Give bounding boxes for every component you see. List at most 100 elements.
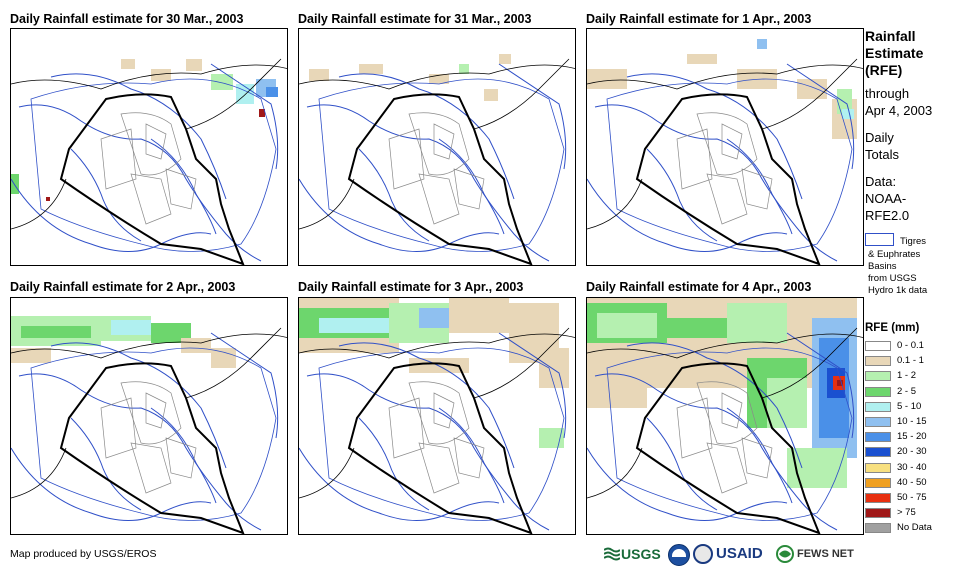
rainfall-area	[667, 318, 727, 338]
rainfall-area	[842, 109, 854, 119]
river-line	[786, 332, 855, 439]
through-text: through	[865, 86, 910, 101]
river-line	[498, 332, 567, 439]
fews-globe-icon	[776, 545, 794, 563]
usgs-logo: USGS	[604, 543, 662, 565]
map-credit: Map produced by USGS/EROS	[10, 548, 157, 560]
province-boundary	[408, 381, 470, 445]
basin-label-4: from USGS	[868, 273, 917, 284]
neighbor-border	[185, 327, 282, 399]
panel-title-3: Daily Rainfall estimate for 1 Apr., 2003	[586, 12, 812, 26]
river-line	[50, 342, 227, 469]
river-line	[299, 178, 500, 252]
country-border	[635, 93, 821, 265]
country-border	[635, 362, 821, 534]
province-boundary	[388, 397, 425, 459]
rainfall-area	[151, 69, 171, 81]
river-line	[594, 373, 838, 531]
rainfall-area	[429, 74, 449, 84]
rainfall-area	[211, 348, 236, 368]
river-line	[438, 407, 505, 504]
river-line	[210, 63, 279, 170]
legend-label: > 75	[897, 507, 916, 519]
map-graphic	[587, 39, 863, 265]
usgs-wordmark: USGS	[621, 546, 661, 562]
province-boundary	[721, 392, 743, 429]
daily-text: Daily	[865, 130, 894, 145]
legend-label: 10 - 15	[897, 416, 927, 427]
neighbor-border	[587, 447, 643, 499]
province-boundary	[433, 392, 455, 429]
legend-swatch	[865, 523, 891, 534]
legend-swatch	[865, 356, 891, 367]
basin-outline	[606, 347, 853, 521]
country-border	[59, 362, 245, 534]
rainfall-area	[259, 109, 265, 117]
province-boundary	[696, 112, 758, 176]
river-line	[786, 63, 855, 170]
river-line	[306, 373, 550, 531]
rainfall-area	[449, 298, 509, 333]
legend-label: 2 - 5	[897, 385, 917, 397]
province-boundary	[130, 442, 172, 494]
province-boundary	[741, 437, 773, 479]
province-boundary	[453, 168, 485, 210]
rainfall-area	[499, 54, 511, 64]
map-panel-4	[10, 297, 288, 535]
rainfall-area	[757, 39, 767, 49]
panel-title-2: Daily Rainfall estimate for 31 Mar., 200…	[298, 12, 532, 26]
rainfall-area	[266, 87, 278, 97]
map-graphic	[587, 298, 863, 534]
river-line	[646, 417, 718, 511]
legend-title-block: Rainfall Estimate (RFE)	[865, 28, 923, 79]
neighbor-border	[185, 58, 282, 130]
province-boundary	[433, 123, 455, 160]
river-line	[18, 373, 262, 531]
neighbor-border	[761, 327, 858, 399]
neighbor-border	[11, 178, 67, 230]
map-graphic	[299, 54, 575, 265]
province-boundary	[145, 123, 167, 160]
province-boundary	[100, 128, 137, 190]
river-line	[210, 332, 279, 439]
basin-outline	[318, 78, 565, 252]
neighbor-border	[761, 58, 858, 130]
usgs-wave-icon	[604, 547, 620, 561]
province-boundary	[676, 397, 713, 459]
river-line	[338, 73, 515, 200]
river-line	[18, 104, 262, 262]
legend-label: 5 - 10	[897, 400, 922, 412]
river-line	[70, 148, 142, 242]
province-boundary	[130, 173, 172, 225]
river-line	[150, 138, 217, 235]
legend-label: 30 - 40	[897, 461, 927, 473]
river-line	[50, 73, 227, 200]
noaa-logo-icon	[668, 544, 690, 566]
fews-wordmark: FEWS NET	[797, 548, 854, 560]
title-line-2: Estimate	[865, 45, 924, 61]
legend-swatch	[865, 493, 891, 503]
map-panel-1	[10, 28, 288, 266]
legend-swatch	[865, 371, 891, 382]
province-boundary	[120, 112, 182, 176]
river-line	[626, 73, 803, 200]
province-boundary	[706, 173, 748, 225]
basin-outline	[318, 347, 565, 521]
legend-swatch	[865, 386, 891, 397]
panel-title-4: Daily Rainfall estimate for 2 Apr., 2003	[10, 280, 236, 294]
rainfall-area	[11, 348, 51, 363]
river-line	[338, 342, 515, 469]
map-panel-5	[298, 297, 576, 535]
legend-swatch	[865, 432, 891, 443]
neighbor-border	[299, 333, 575, 359]
legend-label: 1 - 2	[897, 370, 917, 382]
basin-label-5: Hydro 1k data	[868, 285, 928, 296]
province-boundary	[408, 112, 470, 176]
province-boundary	[741, 168, 773, 210]
data-source-2: RFE2.0	[865, 208, 910, 223]
river-line	[587, 178, 788, 252]
map-graphic	[11, 316, 287, 534]
river-line	[306, 104, 550, 262]
province-boundary	[418, 173, 460, 225]
map-panel-6	[586, 297, 864, 535]
